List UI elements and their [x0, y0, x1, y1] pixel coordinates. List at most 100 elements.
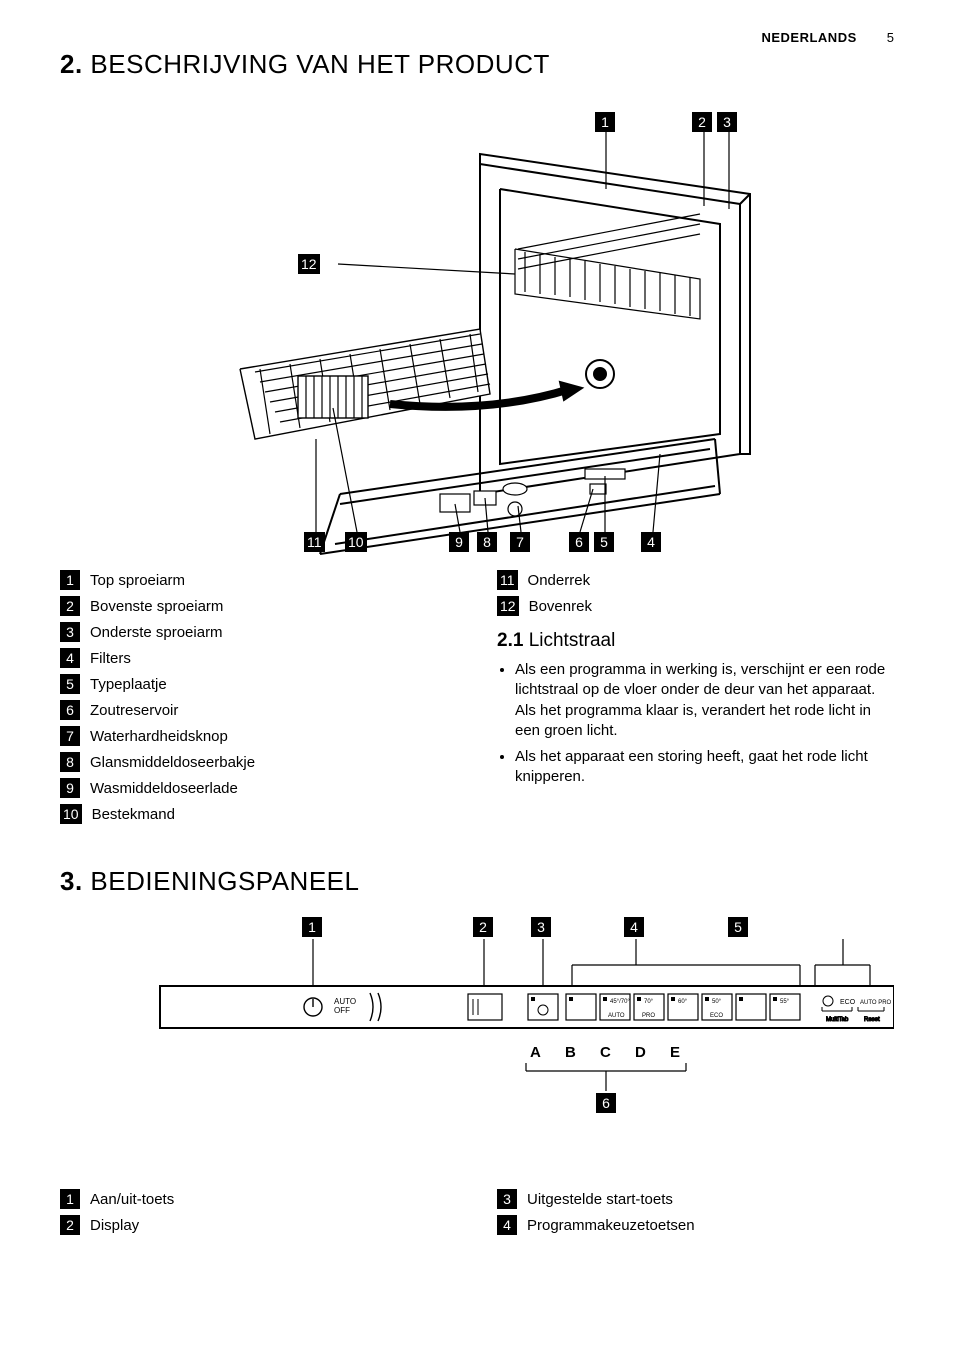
section-2-number: 2.	[60, 49, 83, 79]
svg-text:MultiTab: MultiTab	[826, 1017, 849, 1023]
legend-label-4: Programmakeuzetoetsen	[527, 1217, 695, 1234]
legend-box-9: 9	[60, 778, 80, 798]
legend-label-6: Zoutreservoir	[90, 702, 178, 719]
subsection-2-1-number: 2.1	[497, 630, 523, 651]
svg-text:AUTO PRO: AUTO PRO	[860, 1000, 892, 1006]
legend-item-3: 3 Onderste sproeiarm	[60, 622, 457, 642]
legend-item-3: 3 Uitgestelde start-toets	[497, 1189, 894, 1209]
bullet-2: Als het apparaat een storing heeft, gaat…	[515, 747, 894, 788]
legend-item-1: 1 Top sproeiarm	[60, 570, 457, 590]
legend-label-3: Onderste sproeiarm	[90, 624, 223, 641]
legend-item-10: 10Bestekmand	[60, 804, 457, 824]
legend-label-2: Display	[90, 1217, 139, 1234]
legend-label-7: Waterhardheidsknop	[90, 728, 228, 745]
legend-label-10: Bestekmand	[92, 806, 175, 823]
svg-text:ECO: ECO	[710, 1013, 723, 1019]
control-panel-illustration: AUTO OFF 45°/70° AUTO 70° PRO 60° 50° ECO 55° E…	[60, 911, 894, 1171]
callout-9: 9	[449, 532, 469, 552]
callout-10: 10	[345, 532, 367, 552]
header-language: NEDERLANDS	[761, 30, 856, 45]
panel-callout-2: 2	[473, 917, 493, 937]
svg-text:Reset: Reset	[864, 1017, 880, 1023]
legend-item-6: 6 Zoutreservoir	[60, 700, 457, 720]
legend-label-3: Uitgestelde start-toets	[527, 1191, 673, 1208]
section-2-heading: BESCHRIJVING VAN HET PRODUCT	[90, 49, 549, 79]
legend-item-4: 4 Programmakeuzetoetsen	[497, 1215, 894, 1235]
panel-callout-5: 5	[728, 917, 748, 937]
svg-text:55°: 55°	[780, 999, 790, 1005]
callout-12: 12	[298, 254, 320, 274]
panel-callout-1: 1	[302, 917, 322, 937]
callout-5: 5	[594, 532, 614, 552]
legend-item-1: 1 Aan/uit-toets	[60, 1189, 457, 1209]
section-3-title: 3. BEDIENINGSPANEEL	[60, 866, 894, 897]
callout-7: 7	[510, 532, 530, 552]
legend-item-2: 2 Display	[60, 1215, 457, 1235]
svg-text:45°/70°: 45°/70°	[610, 999, 630, 1005]
callout-2: 2	[692, 112, 712, 132]
sub-letter-A: A	[530, 1044, 541, 1061]
legend-item-7: 7 Waterhardheidsknop	[60, 726, 457, 746]
section-3-legend-left: 1 Aan/uit-toets 2 Display	[60, 1189, 457, 1235]
svg-text:ECO: ECO	[840, 999, 856, 1006]
legend-box-2: 2	[60, 596, 80, 616]
legend-label-2: Bovenste sproeiarm	[90, 598, 223, 615]
legend-box-11: 11	[497, 570, 518, 590]
legend-box-3: 3	[497, 1189, 517, 1209]
legend-box-7: 7	[60, 726, 80, 746]
panel-auto-label: AUTO	[334, 997, 356, 1006]
panel-callout-3: 3	[531, 917, 551, 937]
panel-callout-4: 4	[624, 917, 644, 937]
svg-text:70°: 70°	[644, 999, 654, 1005]
section-2-legend-left: 1 Top sproeiarm 2 Bovenste sproeiarm 3 Onders…	[60, 570, 457, 824]
legend-item-9: 9 Wasmiddeldoseerlade	[60, 778, 457, 798]
legend-item-5: 5Typeplaatje	[60, 674, 457, 694]
control-panel-diagram: AUTO OFF 45°/70° AUTO 70° PRO 60° 50° ECO 55° E…	[60, 911, 894, 1171]
product-diagram: 123 12 1110987654	[60, 94, 894, 564]
legend-label-12: Bovenrek	[529, 598, 592, 615]
legend-box-4: 4	[497, 1215, 517, 1235]
dishwasher-illustration	[60, 94, 894, 564]
subsection-2-1-bullets: Als een programma in werking is, verschi…	[497, 660, 894, 788]
legend-box-3: 3	[60, 622, 80, 642]
section-2-title: 2. BESCHRIJVING VAN HET PRODUCT	[60, 49, 894, 80]
subsection-2-1-title: 2.1 Lichtstraal	[497, 630, 894, 652]
callout-11: 11	[304, 532, 325, 552]
section-3-heading: BEDIENINGSPANEEL	[90, 866, 359, 896]
legend-item-2: 2 Bovenste sproeiarm	[60, 596, 457, 616]
page-header: NEDERLANDS 5	[60, 30, 894, 45]
sub-letter-B: B	[565, 1044, 576, 1061]
legend-item-4: 4Filters	[60, 648, 457, 668]
panel-off-label: OFF	[334, 1006, 350, 1015]
subsection-2-1-heading: Lichtstraal	[529, 630, 616, 651]
legend-label-1: Top sproeiarm	[90, 572, 185, 589]
legend-item-11: 11Onderrek	[497, 570, 894, 590]
legend-box-6: 6	[60, 700, 80, 720]
sub-letter-C: C	[600, 1044, 611, 1061]
legend-box-4: 4	[60, 648, 80, 668]
svg-text:50°: 50°	[712, 999, 722, 1005]
legend-label-9: Wasmiddeldoseerlade	[90, 780, 238, 797]
legend-box-2: 2	[60, 1215, 80, 1235]
legend-box-1: 1	[60, 570, 80, 590]
section-2-legend-right: 11Onderrek 12 Bovenrek	[497, 570, 894, 616]
legend-label-1: Aan/uit-toets	[90, 1191, 174, 1208]
svg-text:PRO: PRO	[642, 1013, 655, 1019]
bullet-1: Als een programma in werking is, verschi…	[515, 660, 894, 741]
legend-box-12: 12	[497, 596, 519, 616]
panel-callout-6: 6	[596, 1093, 616, 1113]
svg-text:AUTO: AUTO	[608, 1013, 625, 1019]
legend-item-8: 8Glansmiddeldoseerbakje	[60, 752, 457, 772]
header-page-number: 5	[887, 30, 894, 45]
legend-label-8: Glansmiddeldoseerbakje	[90, 754, 255, 771]
callout-1: 1	[595, 112, 615, 132]
section-3-legend-right: 3 Uitgestelde start-toets 4 Programmakeuzet…	[497, 1189, 894, 1235]
sub-letter-E: E	[670, 1044, 680, 1061]
callout-3: 3	[717, 112, 737, 132]
svg-text:60°: 60°	[678, 999, 688, 1005]
legend-box-1: 1	[60, 1189, 80, 1209]
sub-letter-D: D	[635, 1044, 646, 1061]
callout-8: 8	[477, 532, 497, 552]
callout-6: 6	[569, 532, 589, 552]
legend-label-5: Typeplaatje	[90, 676, 167, 693]
